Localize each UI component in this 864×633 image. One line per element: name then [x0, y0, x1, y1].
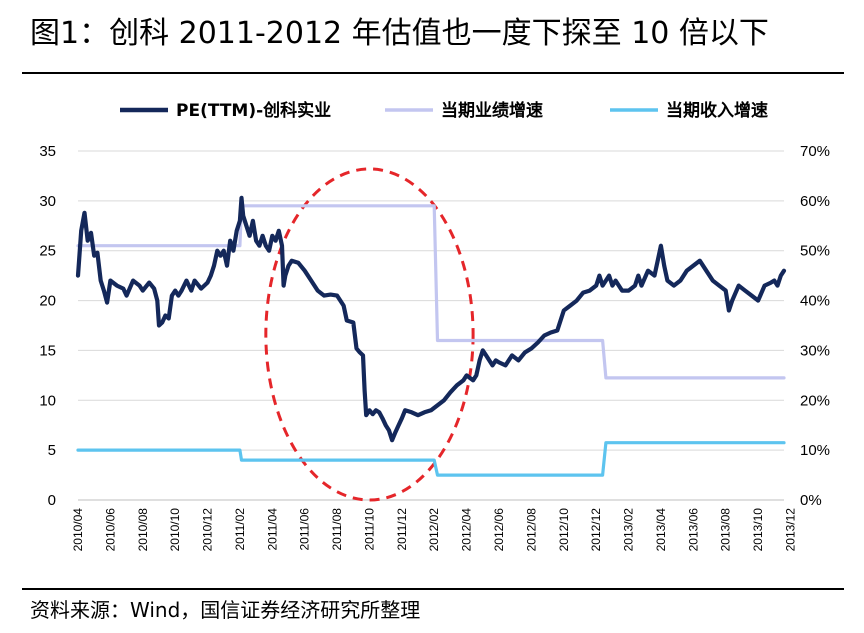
left-tick-label: 25 — [39, 243, 56, 260]
left-tick-label: 35 — [39, 143, 56, 160]
left-tick-label: 5 — [48, 442, 56, 459]
source-note: 资料来源：Wind，国信证券经济研究所整理 — [30, 598, 421, 622]
x-tick-label: 2013/08 — [719, 508, 733, 552]
x-tick-label: 2013/12 — [783, 508, 797, 552]
x-tick-label: 2013/06 — [686, 508, 700, 552]
right-tick-label: 10% — [800, 442, 830, 459]
left-tick-label: 20 — [39, 293, 56, 310]
left-axis: 0 5 10 15 20 25 30 35 — [39, 143, 56, 509]
ellipse-annotation — [264, 167, 475, 502]
source-rule — [22, 588, 844, 590]
x-tick-label: 2011/08 — [330, 508, 344, 551]
x-tick-label: 2010/10 — [168, 508, 182, 552]
x-tick-label: 2011/06 — [298, 508, 312, 551]
x-tick-label: 2013/10 — [751, 508, 765, 552]
x-tick-label: 2010/12 — [201, 508, 215, 552]
x-tick-label: 2010/08 — [136, 508, 150, 552]
series-line-3 — [76, 441, 786, 477]
x-tick-label: 2012/04 — [460, 508, 474, 552]
x-tick-label: 2012/10 — [557, 508, 571, 552]
right-tick-label: 30% — [800, 342, 830, 359]
right-tick-label: 40% — [800, 293, 830, 310]
left-tick-label: 0 — [48, 492, 56, 509]
dashed-ellipse — [264, 167, 475, 502]
legend-label: 当期业绩增速 — [441, 100, 543, 121]
x-tick-label: 2011/04 — [265, 508, 279, 551]
x-tick-label: 2011/02 — [233, 508, 247, 551]
left-tick-label: 10 — [39, 392, 56, 409]
x-tick-label: 2012/06 — [492, 508, 506, 552]
series-group — [75, 195, 787, 477]
x-tick-label: 2012/02 — [427, 508, 441, 552]
right-axis: 0% 10% 20% 30% 40% 50% 60% 70% — [800, 143, 830, 509]
x-tick-label: 2012/12 — [589, 508, 603, 552]
left-tick-label: 15 — [39, 342, 56, 359]
legend-label: 当期收入增速 — [666, 100, 768, 121]
x-tick-label: 2010/06 — [103, 508, 117, 552]
x-tick-label: 2011/12 — [395, 508, 409, 551]
x-axis: 2010/04 2010/06 2010/08 2010/10 2010/12 2011/… — [71, 508, 797, 552]
x-tick-label: 2013/04 — [654, 508, 668, 552]
legend-label: PE(TTM)-创科实业 — [176, 100, 331, 121]
series-line-2 — [76, 204, 786, 380]
right-tick-label: 50% — [800, 243, 830, 260]
x-tick-label: 2010/04 — [71, 508, 85, 552]
right-tick-label: 60% — [800, 193, 830, 210]
title-rule — [22, 72, 844, 74]
x-tick-label: 2012/08 — [524, 508, 538, 552]
right-tick-label: 70% — [800, 143, 830, 160]
right-tick-label: 20% — [800, 392, 830, 409]
legend: PE(TTM)-创科实业 当期业绩增速 当期收入增速 — [120, 100, 768, 121]
series-line-1 — [75, 195, 787, 443]
left-tick-label: 30 — [39, 193, 56, 210]
x-tick-label: 2011/10 — [362, 508, 376, 551]
right-tick-label: 0% — [800, 492, 822, 509]
figure-title: 图1：创科 2011-2012 年估值也一度下探至 10 倍以下 — [30, 16, 769, 51]
x-tick-label: 2013/02 — [622, 508, 636, 552]
